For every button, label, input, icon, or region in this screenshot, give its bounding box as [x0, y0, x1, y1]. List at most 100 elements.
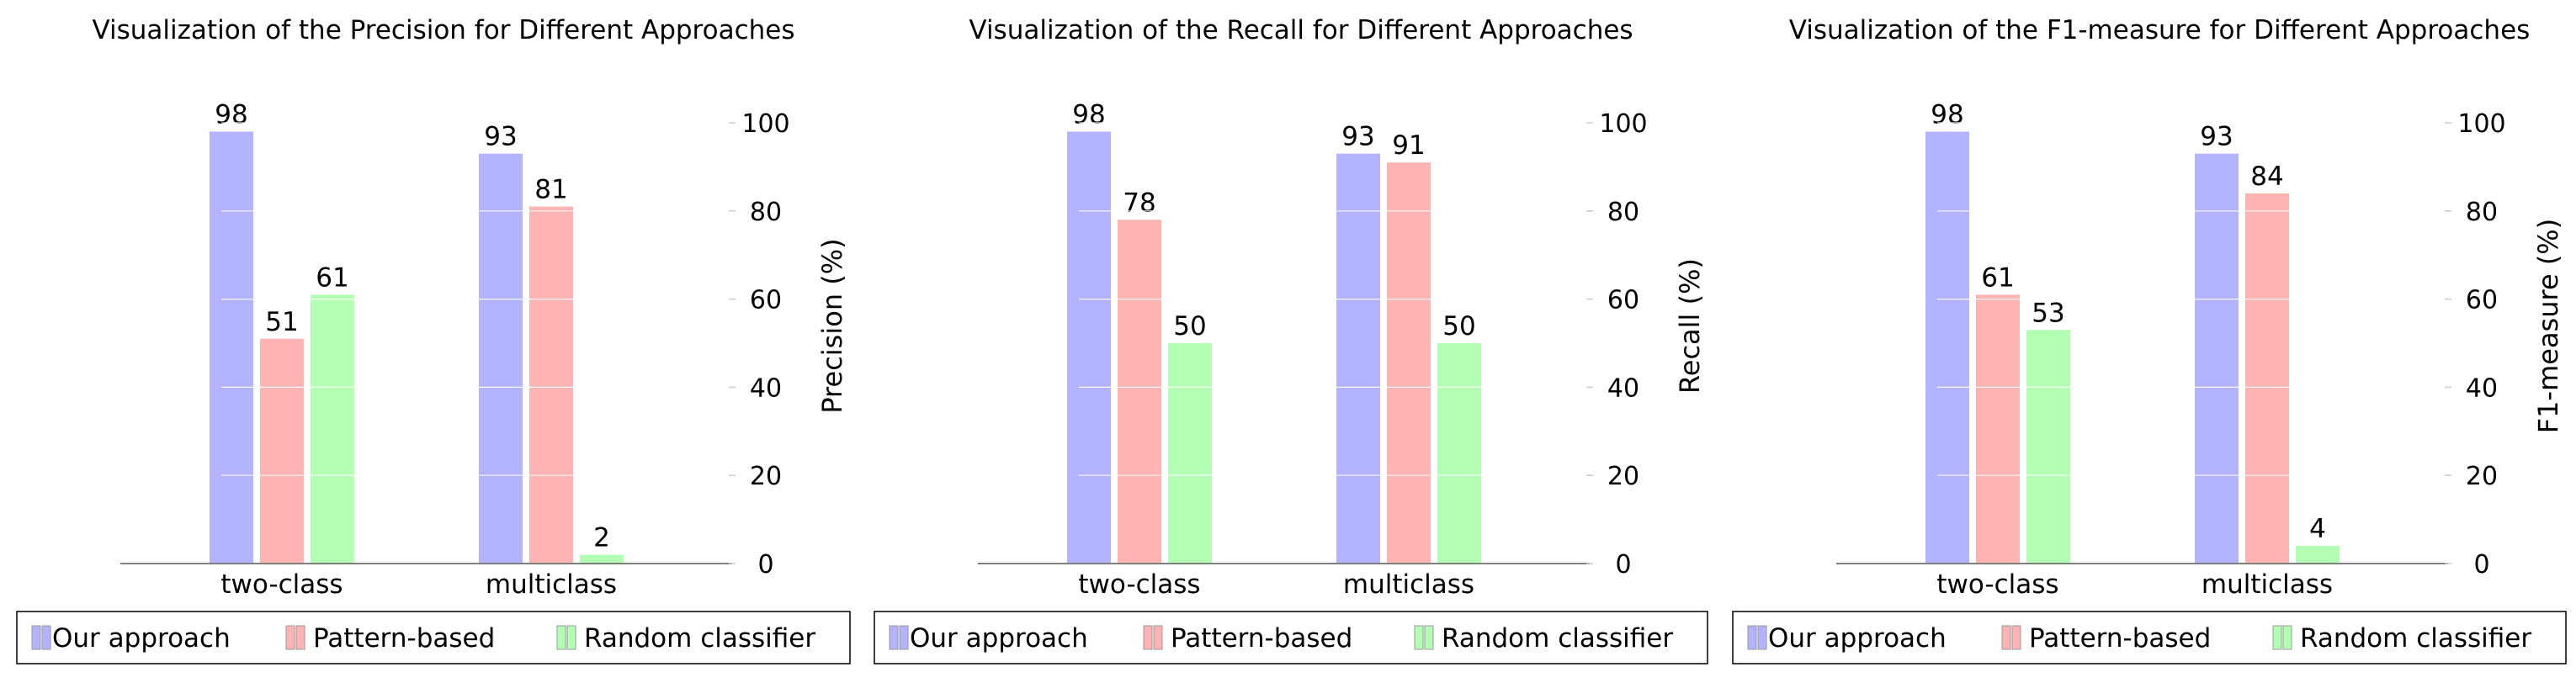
- legend-box: [1732, 611, 2567, 664]
- legend-label-pattern-based: Pattern-based: [2029, 623, 2211, 654]
- bar-random-classifier-1: [2296, 546, 2340, 564]
- legend-swatch-random-classifier: [2272, 625, 2282, 650]
- legend-box: [16, 611, 851, 664]
- legend-swatch-our-approach: [31, 625, 41, 650]
- y-tick-label-4: 80: [2466, 198, 2498, 227]
- y-tick-label-3: 60: [1607, 286, 1639, 315]
- legend-swatch-our-approach-b: [899, 625, 909, 650]
- legend-swatch-pattern-based-b: [2011, 625, 2021, 650]
- chart-panel-1: Visualization of the Recall for Differen…: [874, 15, 1708, 664]
- legend-swatch-our-approach: [1747, 625, 1757, 650]
- chart-panel-2: Visualization of the F1-measure for Diff…: [1732, 15, 2567, 664]
- bar-pattern-based-0: [1976, 294, 2020, 564]
- category-label-1: multiclass: [2202, 569, 2333, 600]
- bar-our-approach-1: [2195, 153, 2239, 564]
- y-tick-label-5: 100: [2457, 109, 2505, 139]
- bar-pattern-based-1: [2245, 193, 2289, 564]
- legend-box: [874, 611, 1708, 664]
- legend-swatch-pattern-based: [1143, 625, 1153, 650]
- y-tick-label-2: 40: [1607, 373, 1639, 403]
- data-label-our-approach-0: 98: [215, 99, 247, 130]
- category-label-1: multiclass: [486, 569, 617, 600]
- legend-swatch-pattern-based-b: [1153, 625, 1163, 650]
- bar-pattern-based-0: [260, 338, 304, 564]
- category-label-0: two-class: [220, 569, 343, 600]
- legend-swatch-random-classifier-b: [1424, 625, 1434, 650]
- data-label-random-classifier-0: 61: [316, 262, 348, 293]
- legend-label-random-classifier: Random classifier: [1442, 623, 1673, 654]
- bar-pattern-based-0: [1118, 220, 1161, 564]
- data-label-random-classifier-0: 50: [1173, 311, 1206, 342]
- y-tick-label-0: 0: [2473, 550, 2489, 580]
- y-tick-label-5: 100: [741, 109, 789, 139]
- data-label-random-classifier-1: 2: [593, 523, 610, 553]
- data-label-pattern-based-0: 78: [1123, 188, 1155, 218]
- y-tick-label-3: 60: [750, 286, 782, 315]
- y-axis-label: Precision (%): [816, 238, 848, 413]
- y-tick-label-0: 0: [1615, 550, 1631, 580]
- chart-title: Visualization of the Precision for Diffe…: [93, 15, 795, 45]
- data-label-random-classifier-0: 53: [2032, 298, 2064, 328]
- legend-label-our-approach: Our approach: [910, 623, 1088, 654]
- data-label-pattern-based-0: 51: [265, 307, 298, 337]
- legend-label-random-classifier: Random classifier: [2300, 623, 2531, 654]
- legend-swatch-pattern-based: [2001, 625, 2011, 650]
- legend-swatch-our-approach-b: [1757, 625, 1767, 650]
- legend: Our approach Pattern-based Random classifi…: [16, 611, 851, 664]
- bar-random-classifier-1: [580, 554, 624, 564]
- y-tick-label-5: 100: [1599, 109, 1647, 139]
- bar-random-classifier-1: [1437, 343, 1481, 564]
- y-axis-label: Recall (%): [1674, 258, 1706, 394]
- chart-title: Visualization of the F1-measure for Diff…: [1789, 15, 2531, 45]
- chart-panel-0: Visualization of the Precision for Diffe…: [16, 15, 851, 664]
- bar-our-approach-1: [479, 153, 523, 564]
- y-tick-label-3: 60: [2466, 286, 2498, 315]
- data-label-our-approach-0: 98: [1931, 99, 1963, 130]
- data-label-random-classifier-1: 4: [2309, 514, 2326, 544]
- category-label-0: two-class: [1078, 569, 1200, 600]
- legend-swatch-random-classifier-b: [2282, 625, 2292, 650]
- y-tick-label-1: 20: [750, 462, 782, 491]
- legend-swatch-our-approach: [889, 625, 899, 650]
- bar-our-approach-0: [1925, 131, 1969, 564]
- legend-label-random-classifier: Random classifier: [584, 623, 815, 654]
- y-tick-label-4: 80: [1607, 198, 1639, 227]
- bar-our-approach-0: [1067, 131, 1111, 564]
- legend-swatch-random-classifier: [1414, 625, 1424, 650]
- data-label-our-approach-1: 93: [484, 122, 517, 152]
- legend-label-pattern-based: Pattern-based: [313, 623, 495, 654]
- legend-swatch-random-classifier: [556, 625, 566, 650]
- legend: Our approach Pattern-based Random classifi…: [1732, 611, 2567, 664]
- legend-swatch-our-approach-b: [41, 625, 51, 650]
- data-label-pattern-based-1: 81: [534, 175, 567, 205]
- chart-title: Visualization of the Recall for Differen…: [969, 15, 1633, 45]
- bar-random-classifier-0: [2026, 330, 2070, 564]
- y-tick-label-2: 40: [750, 373, 782, 403]
- bar-our-approach-1: [1336, 153, 1380, 564]
- y-tick-label-4: 80: [750, 198, 782, 227]
- bar-random-classifier-0: [311, 294, 354, 564]
- legend-swatch-pattern-based: [285, 625, 295, 650]
- bar-pattern-based-1: [529, 206, 573, 564]
- y-tick-label-1: 20: [1607, 462, 1639, 491]
- y-tick-label-1: 20: [2466, 462, 2498, 491]
- data-label-pattern-based-0: 61: [1981, 262, 2014, 293]
- legend-label-pattern-based: Pattern-based: [1171, 623, 1352, 654]
- data-label-our-approach-1: 93: [2200, 122, 2233, 152]
- legend-swatch-random-classifier-b: [566, 625, 576, 650]
- y-axis-label: F1-measure (%): [2532, 219, 2564, 433]
- y-tick-label-0: 0: [757, 550, 773, 580]
- legend-swatch-pattern-based-b: [295, 625, 305, 650]
- bar-random-classifier-0: [1168, 343, 1212, 564]
- data-label-our-approach-1: 93: [1341, 122, 1374, 152]
- y-tick-label-2: 40: [2466, 373, 2498, 403]
- category-label-0: two-class: [1936, 569, 2058, 600]
- legend-label-our-approach: Our approach: [1768, 623, 1947, 654]
- data-label-our-approach-0: 98: [1072, 99, 1105, 130]
- legend: Our approach Pattern-based Random classifi…: [874, 611, 1708, 664]
- data-label-random-classifier-1: 50: [1442, 311, 1475, 342]
- data-label-pattern-based-1: 91: [1392, 130, 1425, 161]
- bar-pattern-based-1: [1387, 162, 1431, 564]
- data-label-pattern-based-1: 84: [2250, 161, 2283, 192]
